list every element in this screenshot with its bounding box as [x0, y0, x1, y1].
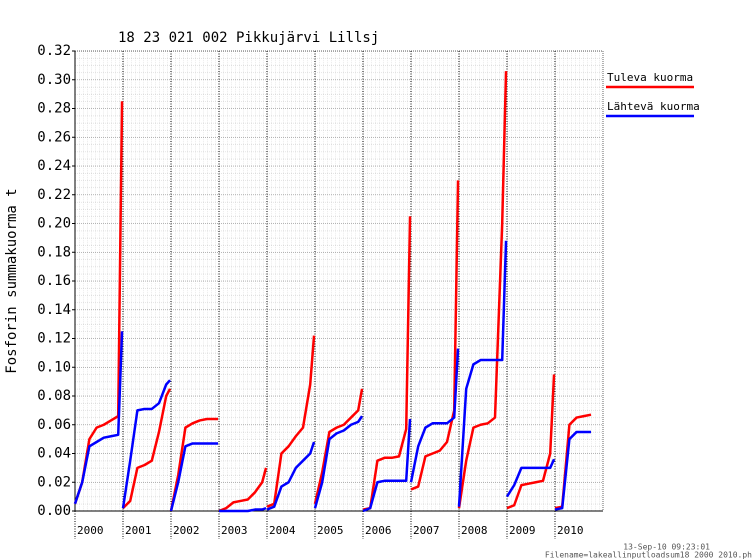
footer-file: Filename=lakeallinputloadsum18 2000 2010… [545, 551, 752, 560]
y-tick-label: 0.26 [37, 129, 71, 145]
x-tick-label: 2000 [77, 524, 104, 537]
legend-label: Lähtevä kuorma [607, 100, 700, 113]
x-tick-label: 2009 [509, 524, 536, 537]
y-tick-label: 0.12 [37, 331, 71, 347]
y-tick-label: 0.02 [37, 474, 71, 490]
x-tick-label: 2010 [557, 524, 584, 537]
y-tick-label: 0.16 [37, 273, 71, 289]
x-tick-label: 2008 [461, 524, 488, 537]
x-tick-label: 2007 [413, 524, 440, 537]
footer-date: 13-Sep-10 09:23:01 [623, 543, 710, 552]
x-tick-label: 2006 [365, 524, 392, 537]
x-tick-label: 2003 [221, 524, 248, 537]
y-tick-label: 0.08 [37, 388, 71, 404]
y-tick-label: 0.22 [37, 187, 71, 203]
chart-title: 18 23 021 002 Pikkujärvi Lillsj [118, 30, 379, 46]
y-tick-label: 0.14 [37, 302, 71, 318]
x-tick-label: 2001 [125, 524, 152, 537]
y-tick-label: 0.00 [37, 503, 71, 519]
y-tick-label: 0.18 [37, 244, 71, 260]
y-tick-label: 0.24 [37, 158, 71, 174]
y-tick-label: 0.20 [37, 216, 71, 232]
y-tick-label: 0.30 [37, 72, 71, 88]
series-line [73, 71, 592, 513]
x-tick-label: 2004 [269, 524, 296, 537]
x-tick-label: 2005 [317, 524, 344, 537]
y-tick-label: 0.06 [37, 417, 71, 433]
y-tick-label: 0.32 [37, 43, 71, 59]
series-line [73, 240, 591, 513]
legend-label: Tuleva kuorma [607, 71, 693, 84]
y-axis-label: Fosforin summakuorma t [4, 188, 20, 373]
y-tick-label: 0.04 [37, 446, 71, 462]
y-tick-label: 0.10 [37, 359, 71, 375]
y-tick-label: 0.28 [37, 101, 71, 117]
x-tick-label: 2002 [173, 524, 200, 537]
